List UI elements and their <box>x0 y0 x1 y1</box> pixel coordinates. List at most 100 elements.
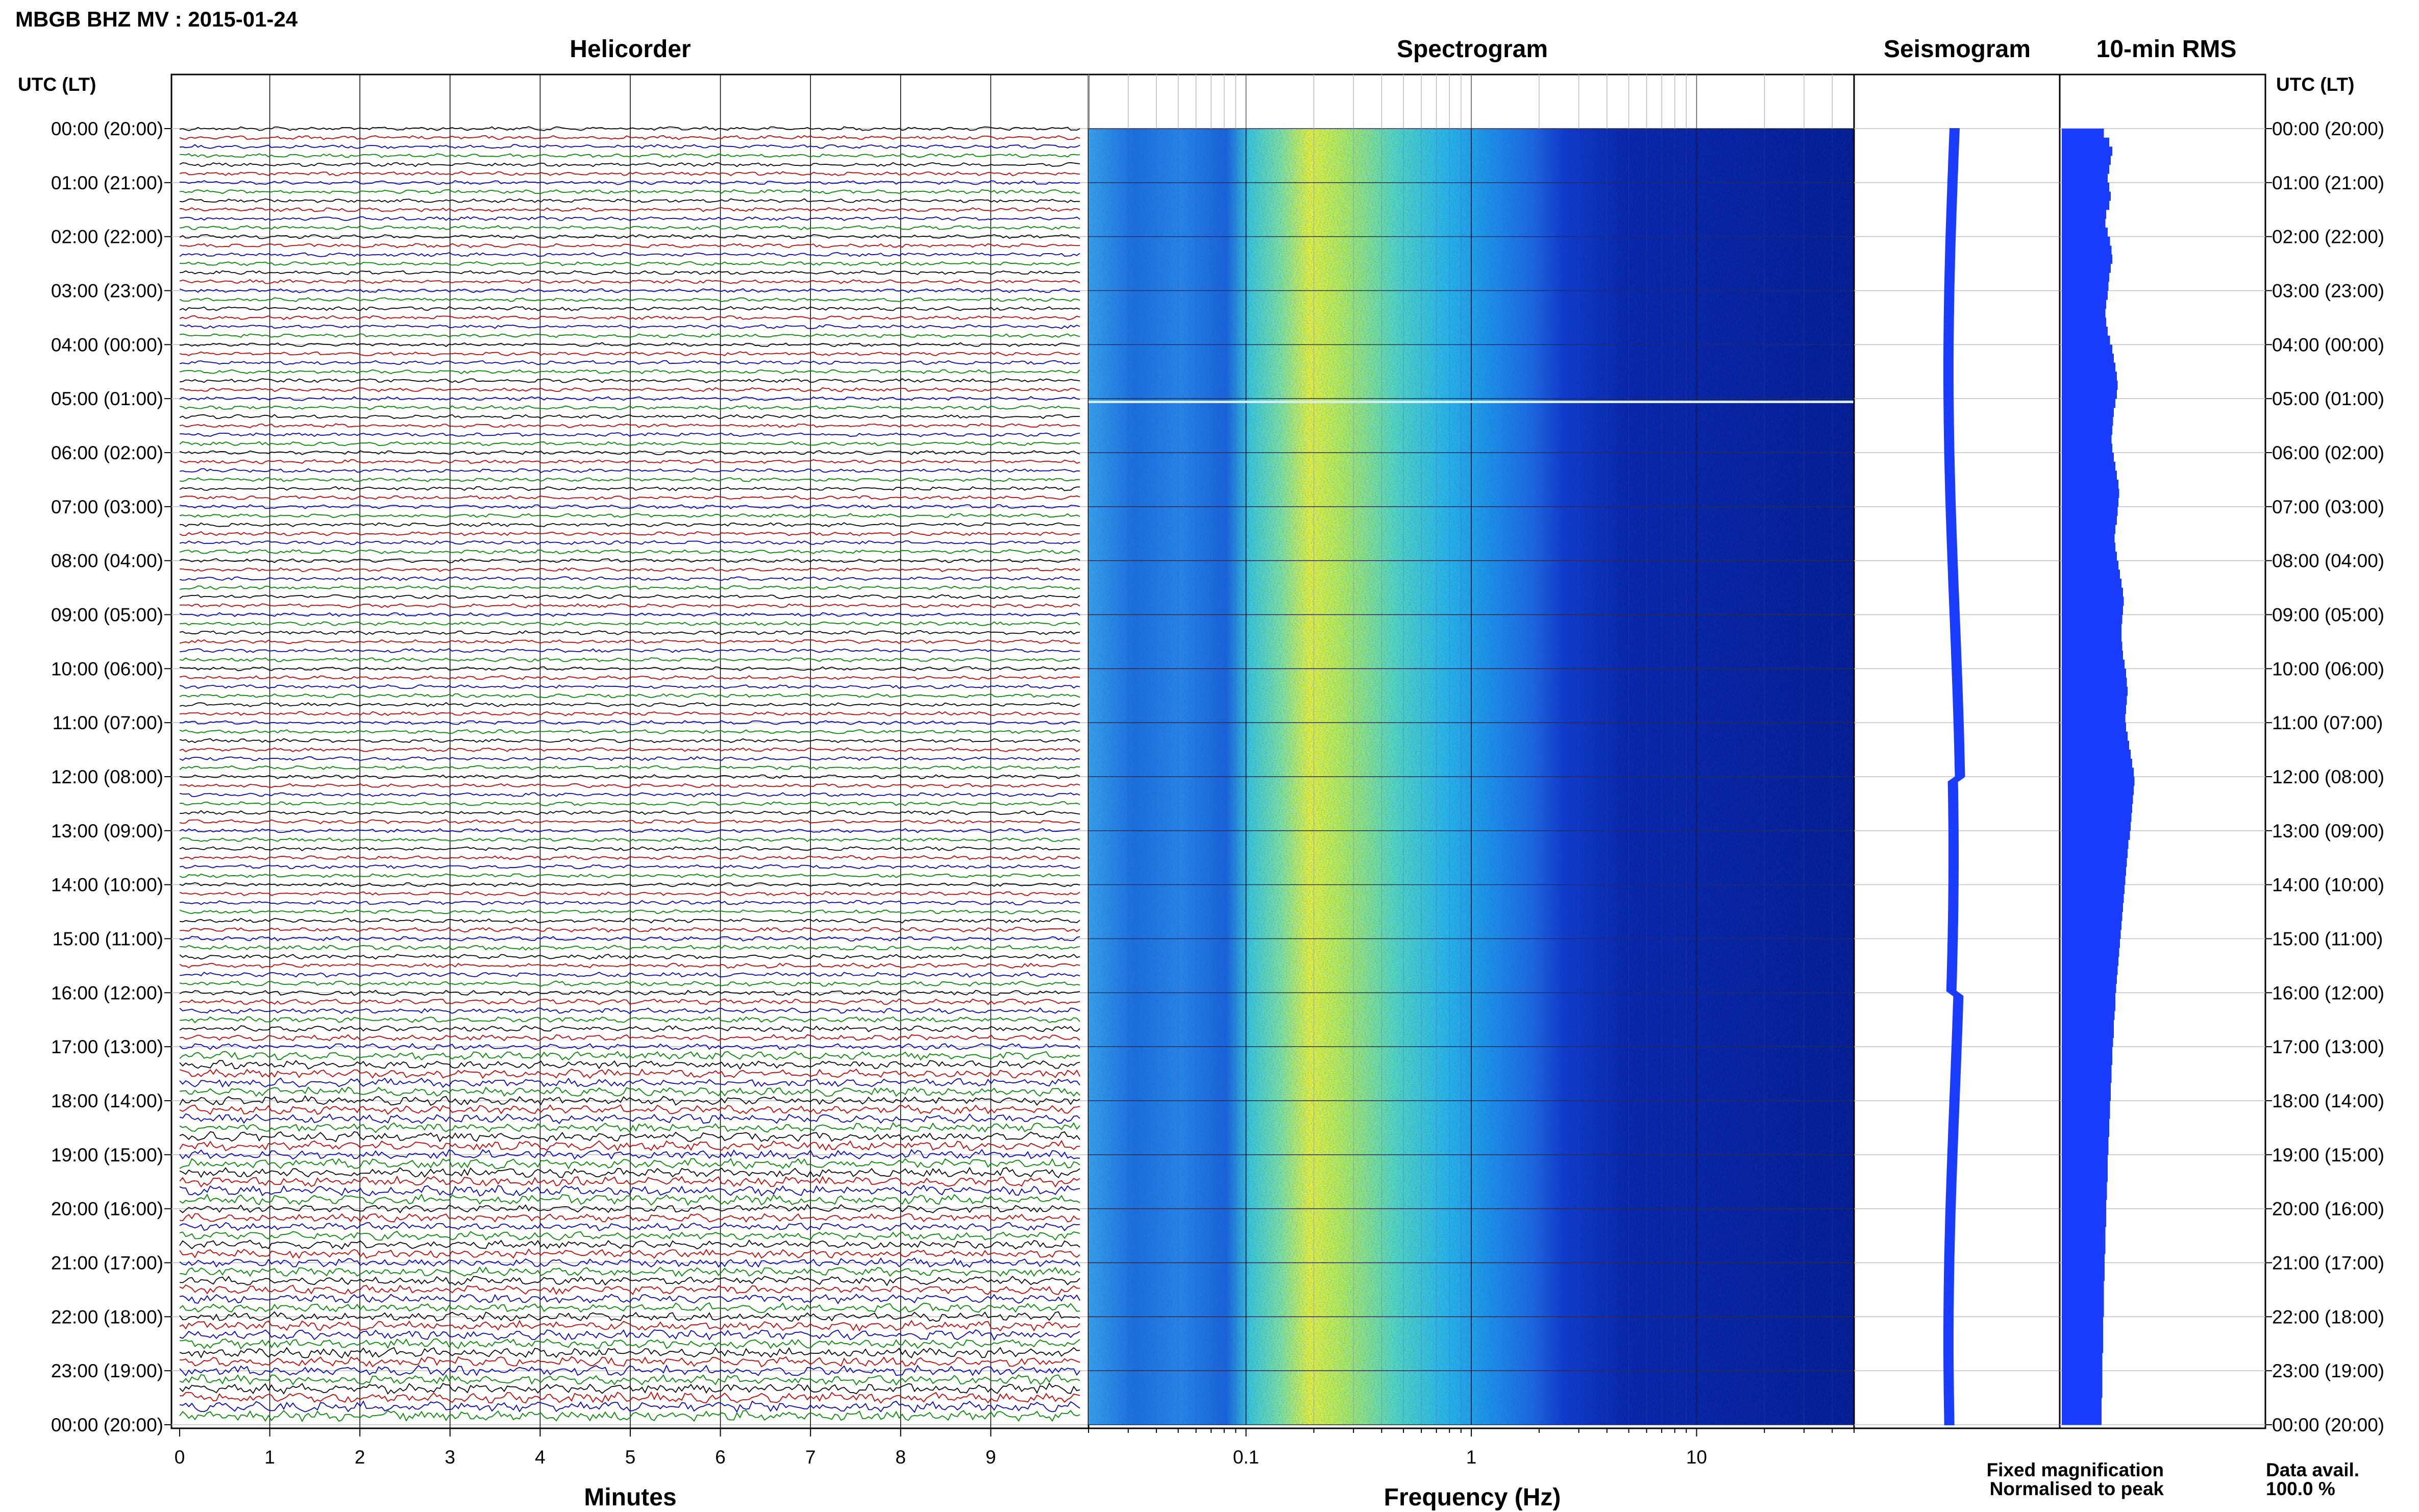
helicorder-trace <box>179 918 1080 924</box>
rms-bar <box>2062 470 2117 480</box>
minute-tick-label: 0 <box>175 1447 185 1468</box>
minute-tick-label: 8 <box>896 1447 906 1468</box>
rms-bar <box>2062 1253 2105 1263</box>
seismogram-title: Seismogram <box>1884 36 2031 63</box>
helicorder-trace <box>179 1139 1080 1152</box>
rms-bar <box>2062 1020 2114 1029</box>
rms-bar <box>2062 1101 2110 1110</box>
rms-bar <box>2062 1173 2108 1182</box>
helicorder-trace <box>179 297 1080 302</box>
helicorder-trace <box>179 207 1080 212</box>
helicorder-trace <box>179 612 1080 617</box>
helicorder-trace <box>179 540 1080 546</box>
helicorder-trace <box>179 1204 1080 1213</box>
rms-bar <box>2062 182 2109 192</box>
helicorder-trace <box>179 621 1080 626</box>
helicorder-trace <box>180 567 1080 573</box>
helicorder-trace <box>179 1365 1080 1376</box>
helicorder-trace <box>179 1409 1080 1423</box>
time-tick-right: 14:00 (10:00) <box>2272 875 2384 896</box>
rms-bar <box>2062 173 2108 183</box>
time-ticks-left: 00:00 (20:00) 01:00 (21:00) 02:00 (22:00) 0… <box>51 118 171 1435</box>
freq-tick-label: 0.1 <box>1233 1447 1259 1468</box>
rms-bar <box>2062 434 2112 444</box>
page-title: MBGB BHZ MV : 2015-01-24 <box>15 7 298 31</box>
rms-bar <box>2062 453 2114 462</box>
rms-bar <box>2062 218 2106 228</box>
helicorder-trace <box>179 135 1080 140</box>
time-tick-left: 16:00 (12:00) <box>51 982 163 1003</box>
helicorder-traces <box>179 126 1080 1423</box>
helicorder-trace <box>179 576 1080 581</box>
rms-bar <box>2062 335 2110 345</box>
helicorder-trace <box>179 1320 1080 1332</box>
rms-bar <box>2062 750 2131 759</box>
rms-bar <box>2062 1235 2106 1245</box>
rms-bar <box>2062 1037 2113 1047</box>
time-tick-right: 09:00 (05:00) <box>2272 605 2384 626</box>
rms-bar <box>2062 1389 2103 1398</box>
rms-bar <box>2062 929 2121 939</box>
rms-bar <box>2062 1245 2106 1254</box>
rms-bar <box>2062 1226 2106 1236</box>
rms-bar <box>2062 479 2118 489</box>
minute-tick-label: 5 <box>625 1447 636 1468</box>
rms-bar <box>2062 902 2123 912</box>
frequency-label: Frequency (Hz) <box>1384 1484 1561 1511</box>
helicorder-trace <box>179 369 1080 375</box>
helicorder-trace <box>179 1113 1080 1124</box>
spectrogram-grid <box>1088 75 1855 1425</box>
helicorder-trace <box>179 252 1080 257</box>
helicorder-trace <box>179 882 1080 887</box>
helicorder-trace <box>179 279 1080 284</box>
rms-bar <box>2062 866 2126 876</box>
helicorder-trace <box>179 153 1080 158</box>
time-tick-right: 00:00 (20:00) <box>2272 1415 2384 1435</box>
helicorder-trace <box>179 486 1080 491</box>
helicorder-trace <box>179 1230 1080 1241</box>
helicorder-trace <box>179 900 1080 906</box>
seismogram-panel <box>1853 73 2061 1429</box>
rms-bar <box>2062 371 2117 381</box>
rms-bar <box>2062 308 2106 318</box>
helicorder-trace <box>179 189 1080 194</box>
helicorder-trace <box>179 1347 1080 1359</box>
time-tick-left: 23:00 (19:00) <box>51 1360 163 1381</box>
rms-bar <box>2062 461 2115 471</box>
rms-bar <box>2062 668 2126 678</box>
helicorder-trace <box>179 1329 1080 1341</box>
helicorder-trace <box>179 306 1080 311</box>
minutes-label: Minutes <box>584 1484 676 1511</box>
rms-bar <box>2062 1082 2111 1092</box>
helicorder-trace <box>179 1284 1080 1295</box>
helicorder-trace <box>179 1175 1080 1188</box>
time-ticks-right: 00:00 (20:00) 01:00 (21:00) 02:00 (22:00) 0… <box>2265 118 2384 1435</box>
rms-bar <box>2062 416 2113 426</box>
helicorder-trace <box>179 513 1080 518</box>
time-tick-left: 02:00 (22:00) <box>51 227 163 247</box>
rms-bar <box>2062 1272 2105 1281</box>
helicorder-trace <box>179 980 1080 987</box>
helicorder-trace <box>179 945 1080 951</box>
helicorder-trace <box>179 1275 1080 1286</box>
time-tick-left: 20:00 (16:00) <box>51 1199 163 1220</box>
time-tick-left: 15:00 (11:00) <box>53 929 163 950</box>
helicorder-trace <box>179 855 1080 860</box>
rms-bar <box>2062 1136 2109 1146</box>
rms-bar <box>2062 1127 2109 1137</box>
rms-bar <box>2062 876 2126 885</box>
time-tick-left: 09:00 (05:00) <box>51 605 163 626</box>
helicorder-trace <box>180 1391 1080 1404</box>
rms-bar <box>2062 993 2115 1002</box>
time-tick-right: 12:00 (08:00) <box>2272 766 2384 787</box>
helicorder-trace <box>179 801 1080 806</box>
time-tick-right: 17:00 (13:00) <box>2272 1036 2384 1057</box>
rms-bar <box>2062 696 2127 705</box>
rms-bar <box>2062 327 2108 336</box>
rms-bar <box>2062 894 2124 903</box>
rms-bar <box>2062 1325 2103 1335</box>
time-tick-right: 10:00 (06:00) <box>2272 658 2384 679</box>
rms-bar <box>2062 1191 2107 1200</box>
rms-bar <box>2062 1200 2106 1209</box>
helicorder-trace <box>179 225 1080 231</box>
